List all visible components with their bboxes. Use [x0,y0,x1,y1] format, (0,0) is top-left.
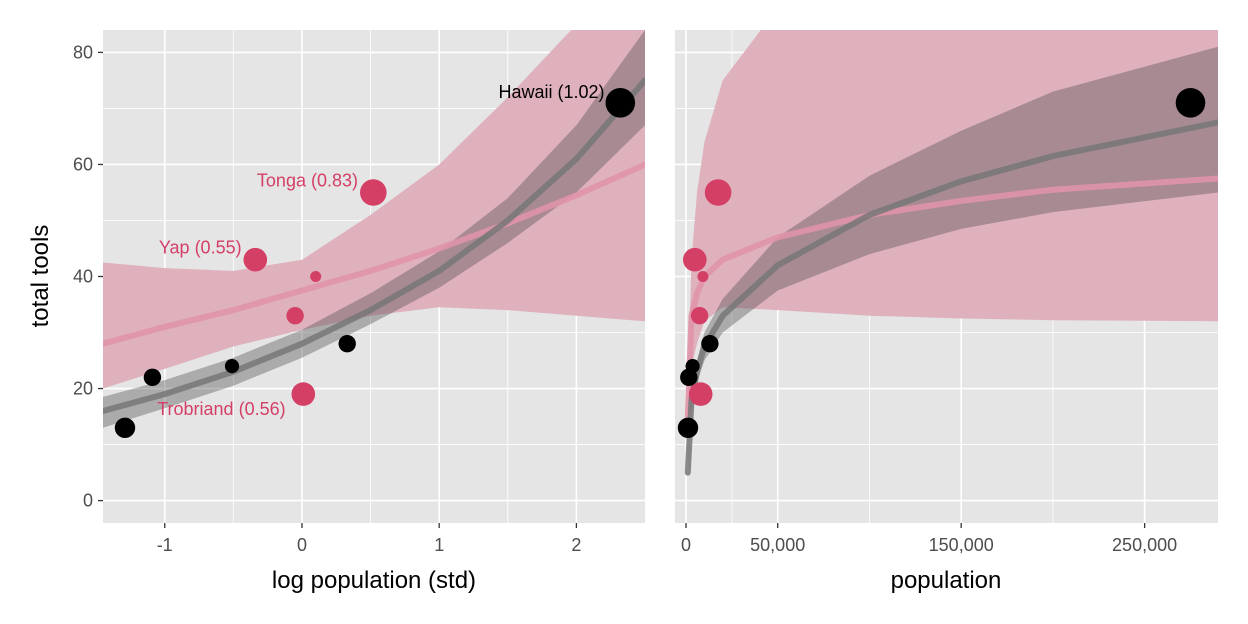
black-data-point [1175,88,1206,118]
left-y-ticks: 0 20 40 60 80 [73,42,103,511]
red-model-mean-line [103,161,645,347]
left-point-labels: Yap (0.55) Trobriand (0.56) Tonga (0.83) Ha… [157,82,604,419]
right-x-axis-title: population [891,567,1002,594]
right-x-ticks: 0 50,000 150,000 250,000 [681,523,1177,555]
right-panel: 0 50,000 150,000 250,000 [675,30,1218,555]
red-data-point [360,179,387,206]
red-model-band [687,30,1218,423]
black-data-point [701,335,719,353]
point-label: Trobriand (0.56) [157,399,285,419]
left-panel: Yap (0.55) Trobriand (0.56) Tonga (0.83) Ha… [73,30,645,555]
red-data-point [690,307,709,325]
left-x-ticks: -1 0 1 2 [157,523,581,555]
black-data-point [685,359,700,374]
left-points [114,88,636,438]
red-data-point [704,179,732,206]
point-label: Tonga (0.83) [257,171,358,191]
red-model-mean-line [684,175,1218,420]
x-tick-label: 1 [434,535,444,555]
left-mean-lines [103,77,645,414]
black-model-mean-line [103,77,645,414]
red-data-point [683,247,707,272]
x-tick-label: 50,000 [750,535,805,555]
x-tick-label: 150,000 [929,535,994,555]
y-tick-label: 0 [83,491,93,511]
red-data-point [310,271,322,282]
right-points [677,88,1206,438]
x-tick-label: 0 [681,535,691,555]
y-tick-label: 60 [73,155,93,175]
red-model-band [103,30,645,389]
black-data-point [605,88,636,118]
y-tick-label: 40 [73,267,93,287]
left-uncertainty-bands [103,30,645,428]
x-tick-label: 2 [571,535,581,555]
red-data-point [286,307,304,325]
right-uncertainty-bands [687,30,1218,473]
black-data-point [114,417,136,438]
red-data-point [243,247,268,272]
left-x-axis-title: log population (std) [272,567,476,594]
y-axis-title: total tools [27,225,54,328]
red-data-point [697,271,709,282]
black-data-point [143,368,162,386]
y-tick-label: 80 [73,42,93,62]
red-data-point [688,382,713,406]
black-data-point [338,335,356,353]
black-data-point [224,359,240,374]
black-data-point [677,417,699,438]
x-tick-label: -1 [157,535,173,555]
x-tick-label: 250,000 [1112,535,1177,555]
point-label: Yap (0.55) [159,238,242,258]
x-tick-label: 0 [297,535,307,555]
red-data-point [291,382,316,406]
y-tick-label: 20 [73,379,93,399]
black-model-band [687,46,1218,473]
point-label: Hawaii (1.02) [498,82,604,102]
black-model-band [103,30,645,428]
